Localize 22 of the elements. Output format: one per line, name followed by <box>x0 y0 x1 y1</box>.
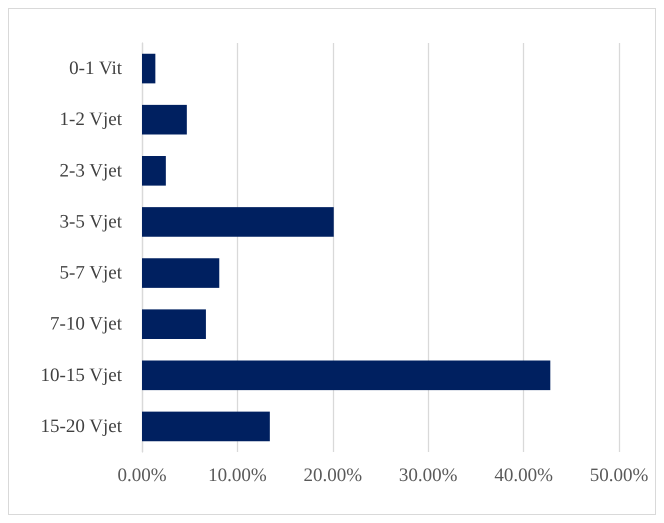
y-tick-label: 0-1 Vit <box>69 58 123 80</box>
bar <box>142 207 334 237</box>
bar <box>142 54 156 84</box>
bar <box>142 156 166 186</box>
x-tick-label: 20.00% <box>304 465 362 486</box>
x-tick-label: 0.00% <box>117 465 167 486</box>
x-tick-label: 40.00% <box>494 465 554 486</box>
bar <box>142 104 187 135</box>
y-tick-label: 2-3 Vjet <box>60 160 123 182</box>
y-tick-label: 3-5 Vjet <box>60 211 123 232</box>
y-tick-label: 15-20 Vjet <box>40 416 123 437</box>
x-tick-label: 50.00% <box>590 465 648 486</box>
x-tick-label: 10.00% <box>208 465 267 486</box>
bar <box>142 258 220 288</box>
bar <box>142 360 550 390</box>
bar <box>142 309 206 340</box>
y-tick-label: 10-15 Vjet <box>40 364 123 386</box>
bar <box>142 412 270 442</box>
y-tick-label: 1-2 Vjet <box>60 109 123 130</box>
y-tick-label: 7-10 Vjet <box>50 314 123 335</box>
y-tick-label: 5-7 Vjet <box>60 262 123 284</box>
x-tick-label: 30.00% <box>398 465 458 486</box>
